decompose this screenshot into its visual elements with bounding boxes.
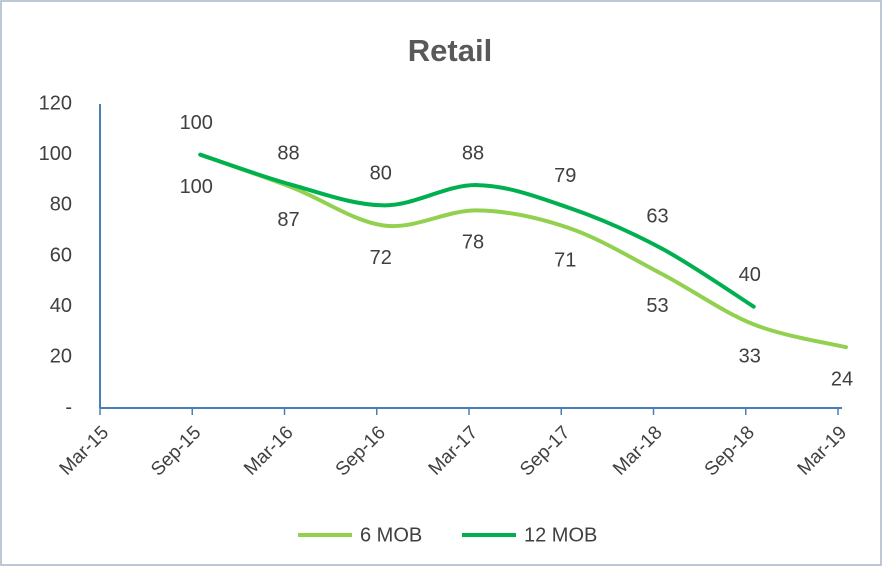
- data-label: 72: [370, 247, 392, 269]
- data-label: 33: [739, 346, 761, 368]
- data-label: 63: [646, 206, 668, 228]
- series-line: [198, 152, 756, 309]
- data-label: 88: [277, 142, 299, 164]
- y-tick-label: 40: [50, 295, 72, 317]
- legend-label: 6 MOB: [360, 524, 422, 546]
- chart-title: Retail: [408, 33, 492, 68]
- data-label: 88: [462, 142, 484, 164]
- data-label: 100: [180, 112, 213, 134]
- data-label: 79: [554, 165, 576, 187]
- data-label: 78: [462, 232, 484, 254]
- y-tick-label: 20: [50, 346, 72, 368]
- data-label: 71: [554, 249, 576, 271]
- data-label: 53: [646, 295, 668, 317]
- y-tick-label: 100: [39, 143, 72, 165]
- data-label: 87: [277, 209, 299, 231]
- legend-label: 12 MOB: [524, 524, 597, 546]
- series-line: [198, 152, 848, 350]
- y-tick-label: 120: [39, 92, 72, 114]
- data-label: 100: [180, 176, 213, 198]
- data-label: 80: [370, 163, 392, 185]
- y-tick-label: 60: [50, 244, 72, 266]
- data-label: 40: [739, 264, 761, 286]
- y-tick-label: -: [65, 396, 72, 418]
- y-tick-label: 80: [50, 194, 72, 216]
- data-label: 24: [831, 368, 853, 390]
